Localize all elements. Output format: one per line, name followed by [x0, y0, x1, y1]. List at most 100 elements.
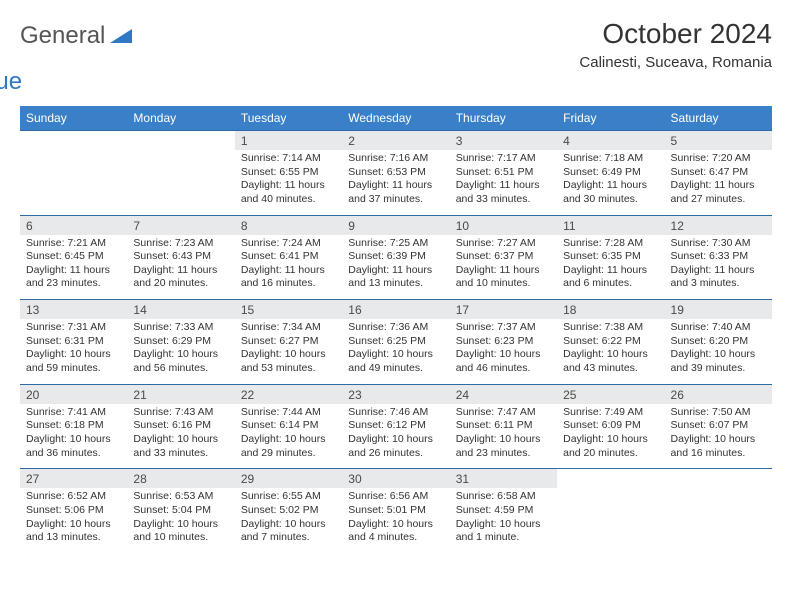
content-row: Sunrise: 7:14 AMSunset: 6:55 PMDaylight:… [20, 150, 772, 215]
day-cell: Sunrise: 7:33 AMSunset: 6:29 PMDaylight:… [127, 319, 234, 384]
sunrise: Sunrise: 7:40 AM [671, 321, 766, 335]
sunrise: Sunrise: 6:55 AM [241, 490, 336, 504]
day-cell: Sunrise: 7:23 AMSunset: 6:43 PMDaylight:… [127, 235, 234, 300]
sunrise: Sunrise: 7:44 AM [241, 406, 336, 420]
logo: General Blue [20, 22, 132, 96]
day-cell: Sunrise: 7:46 AMSunset: 6:12 PMDaylight:… [342, 404, 449, 469]
weekday-header: Friday [557, 106, 664, 131]
day-number: 13 [20, 300, 127, 320]
daylight: Daylight: 11 hours and 40 minutes. [241, 179, 336, 206]
sunset: Sunset: 6:14 PM [241, 419, 336, 433]
sunrise: Sunrise: 7:20 AM [671, 152, 766, 166]
sunset: Sunset: 5:06 PM [26, 504, 121, 518]
day-number: 12 [665, 215, 772, 235]
weekday-header-row: Sunday Monday Tuesday Wednesday Thursday… [20, 106, 772, 131]
sunset: Sunset: 6:20 PM [671, 335, 766, 349]
daynum-row: 20212223242526 [20, 384, 772, 404]
day-number: 17 [450, 300, 557, 320]
daylight: Daylight: 10 hours and 56 minutes. [133, 348, 228, 375]
sunrise: Sunrise: 6:58 AM [456, 490, 551, 504]
day-number: 9 [342, 215, 449, 235]
day-cell: Sunrise: 7:38 AMSunset: 6:22 PMDaylight:… [557, 319, 664, 384]
day-number: 26 [665, 384, 772, 404]
sunrise: Sunrise: 7:18 AM [563, 152, 658, 166]
sunrise: Sunrise: 7:30 AM [671, 237, 766, 251]
daylight: Daylight: 10 hours and 33 minutes. [133, 433, 228, 460]
day-cell: Sunrise: 7:25 AMSunset: 6:39 PMDaylight:… [342, 235, 449, 300]
day-number [665, 469, 772, 489]
day-number: 23 [342, 384, 449, 404]
day-number: 29 [235, 469, 342, 489]
sunset: Sunset: 6:47 PM [671, 166, 766, 180]
location: Calinesti, Suceava, Romania [579, 54, 772, 71]
day-number: 24 [450, 384, 557, 404]
daylight: Daylight: 10 hours and 49 minutes. [348, 348, 443, 375]
day-number: 27 [20, 469, 127, 489]
sunset: Sunset: 6:49 PM [563, 166, 658, 180]
daylight: Daylight: 10 hours and 1 minute. [456, 518, 551, 545]
daylight: Daylight: 10 hours and 23 minutes. [456, 433, 551, 460]
content-row: Sunrise: 7:21 AMSunset: 6:45 PMDaylight:… [20, 235, 772, 300]
day-number [127, 131, 234, 151]
daylight: Daylight: 11 hours and 30 minutes. [563, 179, 658, 206]
sunset: Sunset: 6:31 PM [26, 335, 121, 349]
day-cell: Sunrise: 6:53 AMSunset: 5:04 PMDaylight:… [127, 488, 234, 553]
sunrise: Sunrise: 7:43 AM [133, 406, 228, 420]
day-number: 15 [235, 300, 342, 320]
calendar-table: Sunday Monday Tuesday Wednesday Thursday… [20, 106, 772, 553]
daylight: Daylight: 11 hours and 20 minutes. [133, 264, 228, 291]
day-number: 10 [450, 215, 557, 235]
weekday-header: Sunday [20, 106, 127, 131]
daylight: Daylight: 10 hours and 4 minutes. [348, 518, 443, 545]
sunset: Sunset: 6:27 PM [241, 335, 336, 349]
daylight: Daylight: 11 hours and 13 minutes. [348, 264, 443, 291]
sunset: Sunset: 6:16 PM [133, 419, 228, 433]
day-cell: Sunrise: 7:18 AMSunset: 6:49 PMDaylight:… [557, 150, 664, 215]
weekday-header: Saturday [665, 106, 772, 131]
day-number [557, 469, 664, 489]
sunrise: Sunrise: 7:33 AM [133, 321, 228, 335]
daylight: Daylight: 11 hours and 3 minutes. [671, 264, 766, 291]
sunset: Sunset: 6:07 PM [671, 419, 766, 433]
sunrise: Sunrise: 7:27 AM [456, 237, 551, 251]
title-block: October 2024 Calinesti, Suceava, Romania [579, 18, 772, 71]
daynum-row: 6789101112 [20, 215, 772, 235]
daynum-row: 13141516171819 [20, 300, 772, 320]
day-cell [665, 488, 772, 553]
day-number: 16 [342, 300, 449, 320]
day-cell [20, 150, 127, 215]
sunset: Sunset: 6:25 PM [348, 335, 443, 349]
sunset: Sunset: 5:02 PM [241, 504, 336, 518]
day-cell: Sunrise: 7:24 AMSunset: 6:41 PMDaylight:… [235, 235, 342, 300]
daylight: Daylight: 10 hours and 10 minutes. [133, 518, 228, 545]
day-cell: Sunrise: 7:21 AMSunset: 6:45 PMDaylight:… [20, 235, 127, 300]
daylight: Daylight: 10 hours and 16 minutes. [671, 433, 766, 460]
sunrise: Sunrise: 7:38 AM [563, 321, 658, 335]
day-number: 31 [450, 469, 557, 489]
day-cell: Sunrise: 7:44 AMSunset: 6:14 PMDaylight:… [235, 404, 342, 469]
day-number: 19 [665, 300, 772, 320]
day-number: 7 [127, 215, 234, 235]
day-number: 22 [235, 384, 342, 404]
sunrise: Sunrise: 7:23 AM [133, 237, 228, 251]
day-cell: Sunrise: 7:41 AMSunset: 6:18 PMDaylight:… [20, 404, 127, 469]
sunset: Sunset: 6:53 PM [348, 166, 443, 180]
sunset: Sunset: 6:45 PM [26, 250, 121, 264]
day-number: 21 [127, 384, 234, 404]
day-cell: Sunrise: 7:27 AMSunset: 6:37 PMDaylight:… [450, 235, 557, 300]
logo-text-general: General [20, 22, 105, 49]
sunrise: Sunrise: 7:21 AM [26, 237, 121, 251]
daylight: Daylight: 10 hours and 13 minutes. [26, 518, 121, 545]
sunrise: Sunrise: 7:49 AM [563, 406, 658, 420]
sunset: Sunset: 5:01 PM [348, 504, 443, 518]
day-number [20, 131, 127, 151]
day-number: 20 [20, 384, 127, 404]
sunset: Sunset: 6:35 PM [563, 250, 658, 264]
day-number: 28 [127, 469, 234, 489]
day-cell: Sunrise: 6:55 AMSunset: 5:02 PMDaylight:… [235, 488, 342, 553]
day-cell: Sunrise: 7:17 AMSunset: 6:51 PMDaylight:… [450, 150, 557, 215]
daylight: Daylight: 11 hours and 23 minutes. [26, 264, 121, 291]
sunrise: Sunrise: 7:16 AM [348, 152, 443, 166]
sunrise: Sunrise: 7:37 AM [456, 321, 551, 335]
day-cell: Sunrise: 7:36 AMSunset: 6:25 PMDaylight:… [342, 319, 449, 384]
